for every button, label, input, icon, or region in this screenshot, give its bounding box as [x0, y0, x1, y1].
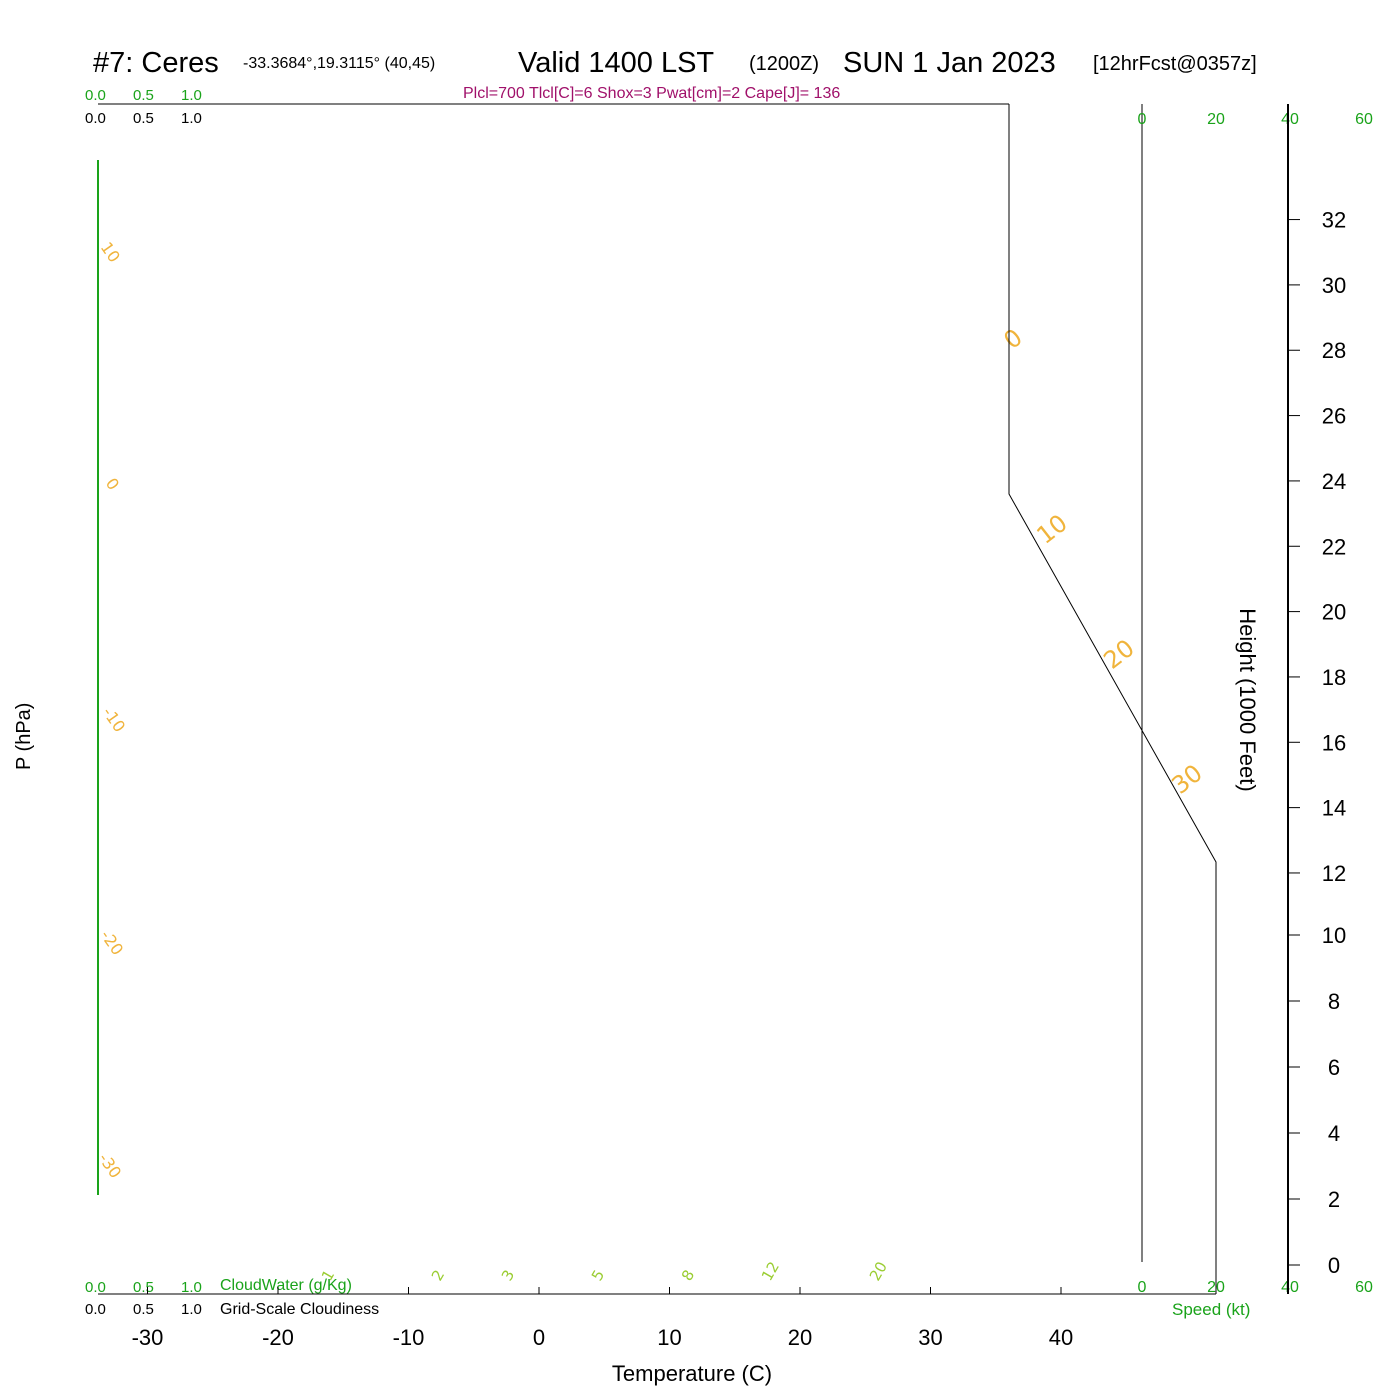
speed-tick-label: 40 — [1281, 111, 1299, 128]
cloudiness-label: Grid-Scale Cloudiness — [220, 1301, 379, 1318]
svg-text:0.5: 0.5 — [133, 1279, 154, 1296]
svg-text:1.0: 1.0 — [181, 1279, 202, 1296]
station-coords: -33.3684°,19.3115° (40,45) — [243, 55, 435, 72]
svg-text:0.0: 0.0 — [85, 110, 106, 127]
isotherm-label: -20 — [97, 926, 128, 958]
mixing-ratio-label: 3 — [498, 1267, 518, 1284]
svg-text:1.0: 1.0 — [181, 87, 202, 104]
height-tick-label: 0 — [1328, 1253, 1340, 1278]
speed-tick-label: 0 — [1138, 111, 1147, 128]
height-tick-label: 8 — [1328, 989, 1340, 1014]
mixing-ratio-labels: 1 2 3 5 8 12 20 — [318, 1258, 891, 1284]
temperature-tick-label: -20 — [262, 1325, 294, 1350]
station-name: #7: Ceres — [93, 47, 219, 79]
cloudwater-scale-top: 0.0 0.5 1.0 0.0 0.5 1.0 — [85, 87, 202, 127]
svg-text:0.0: 0.0 — [85, 1279, 106, 1296]
isotherm-label: 10 — [1031, 509, 1072, 550]
temperature-axis: -30 -20 -10 0 10 20 30 40 — [132, 1287, 1073, 1350]
speed-tick-label: 40 — [1281, 1279, 1299, 1296]
valid-time: Valid 1400 LST — [518, 47, 714, 79]
height-tick-label: 14 — [1322, 796, 1346, 821]
zulu-time: (1200Z) — [749, 53, 819, 75]
speed-tick-label: 0 — [1138, 1279, 1147, 1296]
temperature-tick-label: 10 — [657, 1325, 681, 1350]
pressure-axis-label: P (hPa) — [13, 703, 35, 770]
mixing-ratio-label: 20 — [866, 1258, 891, 1284]
speed-tick-label: 60 — [1355, 1279, 1373, 1296]
cloudwater-scale-bottom: 0.0 0.5 1.0 CloudWater (g/Kg) 0.0 0.5 1.… — [85, 1277, 379, 1318]
height-tick-label: 24 — [1322, 469, 1346, 494]
mixing-ratio-label: 5 — [588, 1267, 608, 1284]
mixing-ratio-label: 8 — [678, 1267, 698, 1284]
speed-tick-label: 20 — [1207, 1279, 1225, 1296]
isotherm-label: 20 — [1098, 634, 1139, 675]
temperature-tick-label: -30 — [132, 1325, 164, 1350]
height-tick-label: 32 — [1322, 208, 1346, 233]
temperature-tick-label: 40 — [1049, 1325, 1073, 1350]
height-axis-label: Height (1000 Feet) — [1235, 608, 1260, 791]
speed-tick-label: 60 — [1355, 111, 1373, 128]
height-tick-label: 6 — [1328, 1055, 1340, 1080]
plot-frame — [97, 103, 1217, 1295]
mixing-ratio-label: 2 — [428, 1267, 448, 1284]
height-tick-label: 30 — [1322, 273, 1346, 298]
height-tick-label: 22 — [1322, 534, 1346, 559]
isotherm-label: 10 — [97, 238, 124, 266]
height-tick-label: 10 — [1322, 923, 1346, 948]
temperature-tick-label: 20 — [788, 1325, 812, 1350]
svg-text:1.0: 1.0 — [181, 110, 202, 127]
height-tick-label: 26 — [1322, 404, 1346, 429]
height-tick-label: 12 — [1322, 861, 1346, 886]
forecast-info: [12hrFcst@0357z] — [1093, 53, 1257, 75]
height-tick-label: 20 — [1322, 600, 1346, 625]
svg-text:0.5: 0.5 — [133, 110, 154, 127]
svg-text:0.5: 0.5 — [133, 87, 154, 104]
svg-text:0.5: 0.5 — [133, 1301, 154, 1318]
height-tick-label: 28 — [1322, 338, 1346, 363]
height-tick-label: 4 — [1328, 1121, 1340, 1146]
sounding-parameters: Plcl=700 Tlcl[C]=6 Shox=3 Pwat[cm]=2 Cap… — [463, 85, 840, 102]
isotherm-label: -10 — [99, 703, 130, 735]
isotherm-label: 0 — [102, 474, 123, 493]
isotherm-label: 30 — [1166, 759, 1207, 800]
temperature-tick-label: -10 — [393, 1325, 425, 1350]
temperature-tick-label: 0 — [533, 1325, 545, 1350]
svg-text:1.0: 1.0 — [181, 1301, 202, 1318]
valid-date: SUN 1 Jan 2023 — [843, 47, 1056, 79]
temperature-tick-label: 30 — [918, 1325, 942, 1350]
speed-tick-label: 20 — [1207, 111, 1225, 128]
temperature-axis-label: Temperature (C) — [612, 1361, 772, 1386]
isotherm-label: 0 — [998, 323, 1027, 354]
isotherm-label: -30 — [95, 1149, 126, 1181]
height-tick-label: 2 — [1328, 1187, 1340, 1212]
wind-panel — [1141, 104, 1143, 1262]
height-tick-label: 16 — [1322, 730, 1346, 755]
height-tick-label: 18 — [1322, 665, 1346, 690]
svg-text:0.0: 0.0 — [85, 1301, 106, 1318]
cloudwater-label: CloudWater (g/Kg) — [220, 1277, 352, 1294]
svg-text:0.0: 0.0 — [85, 87, 106, 104]
speed-axis-label: Speed (kt) — [1172, 1300, 1250, 1319]
mixing-ratio-label: 12 — [758, 1258, 783, 1284]
isotherm-labels: 10 0 -10 -20 -30 0 10 20 30 — [95, 238, 1208, 1181]
